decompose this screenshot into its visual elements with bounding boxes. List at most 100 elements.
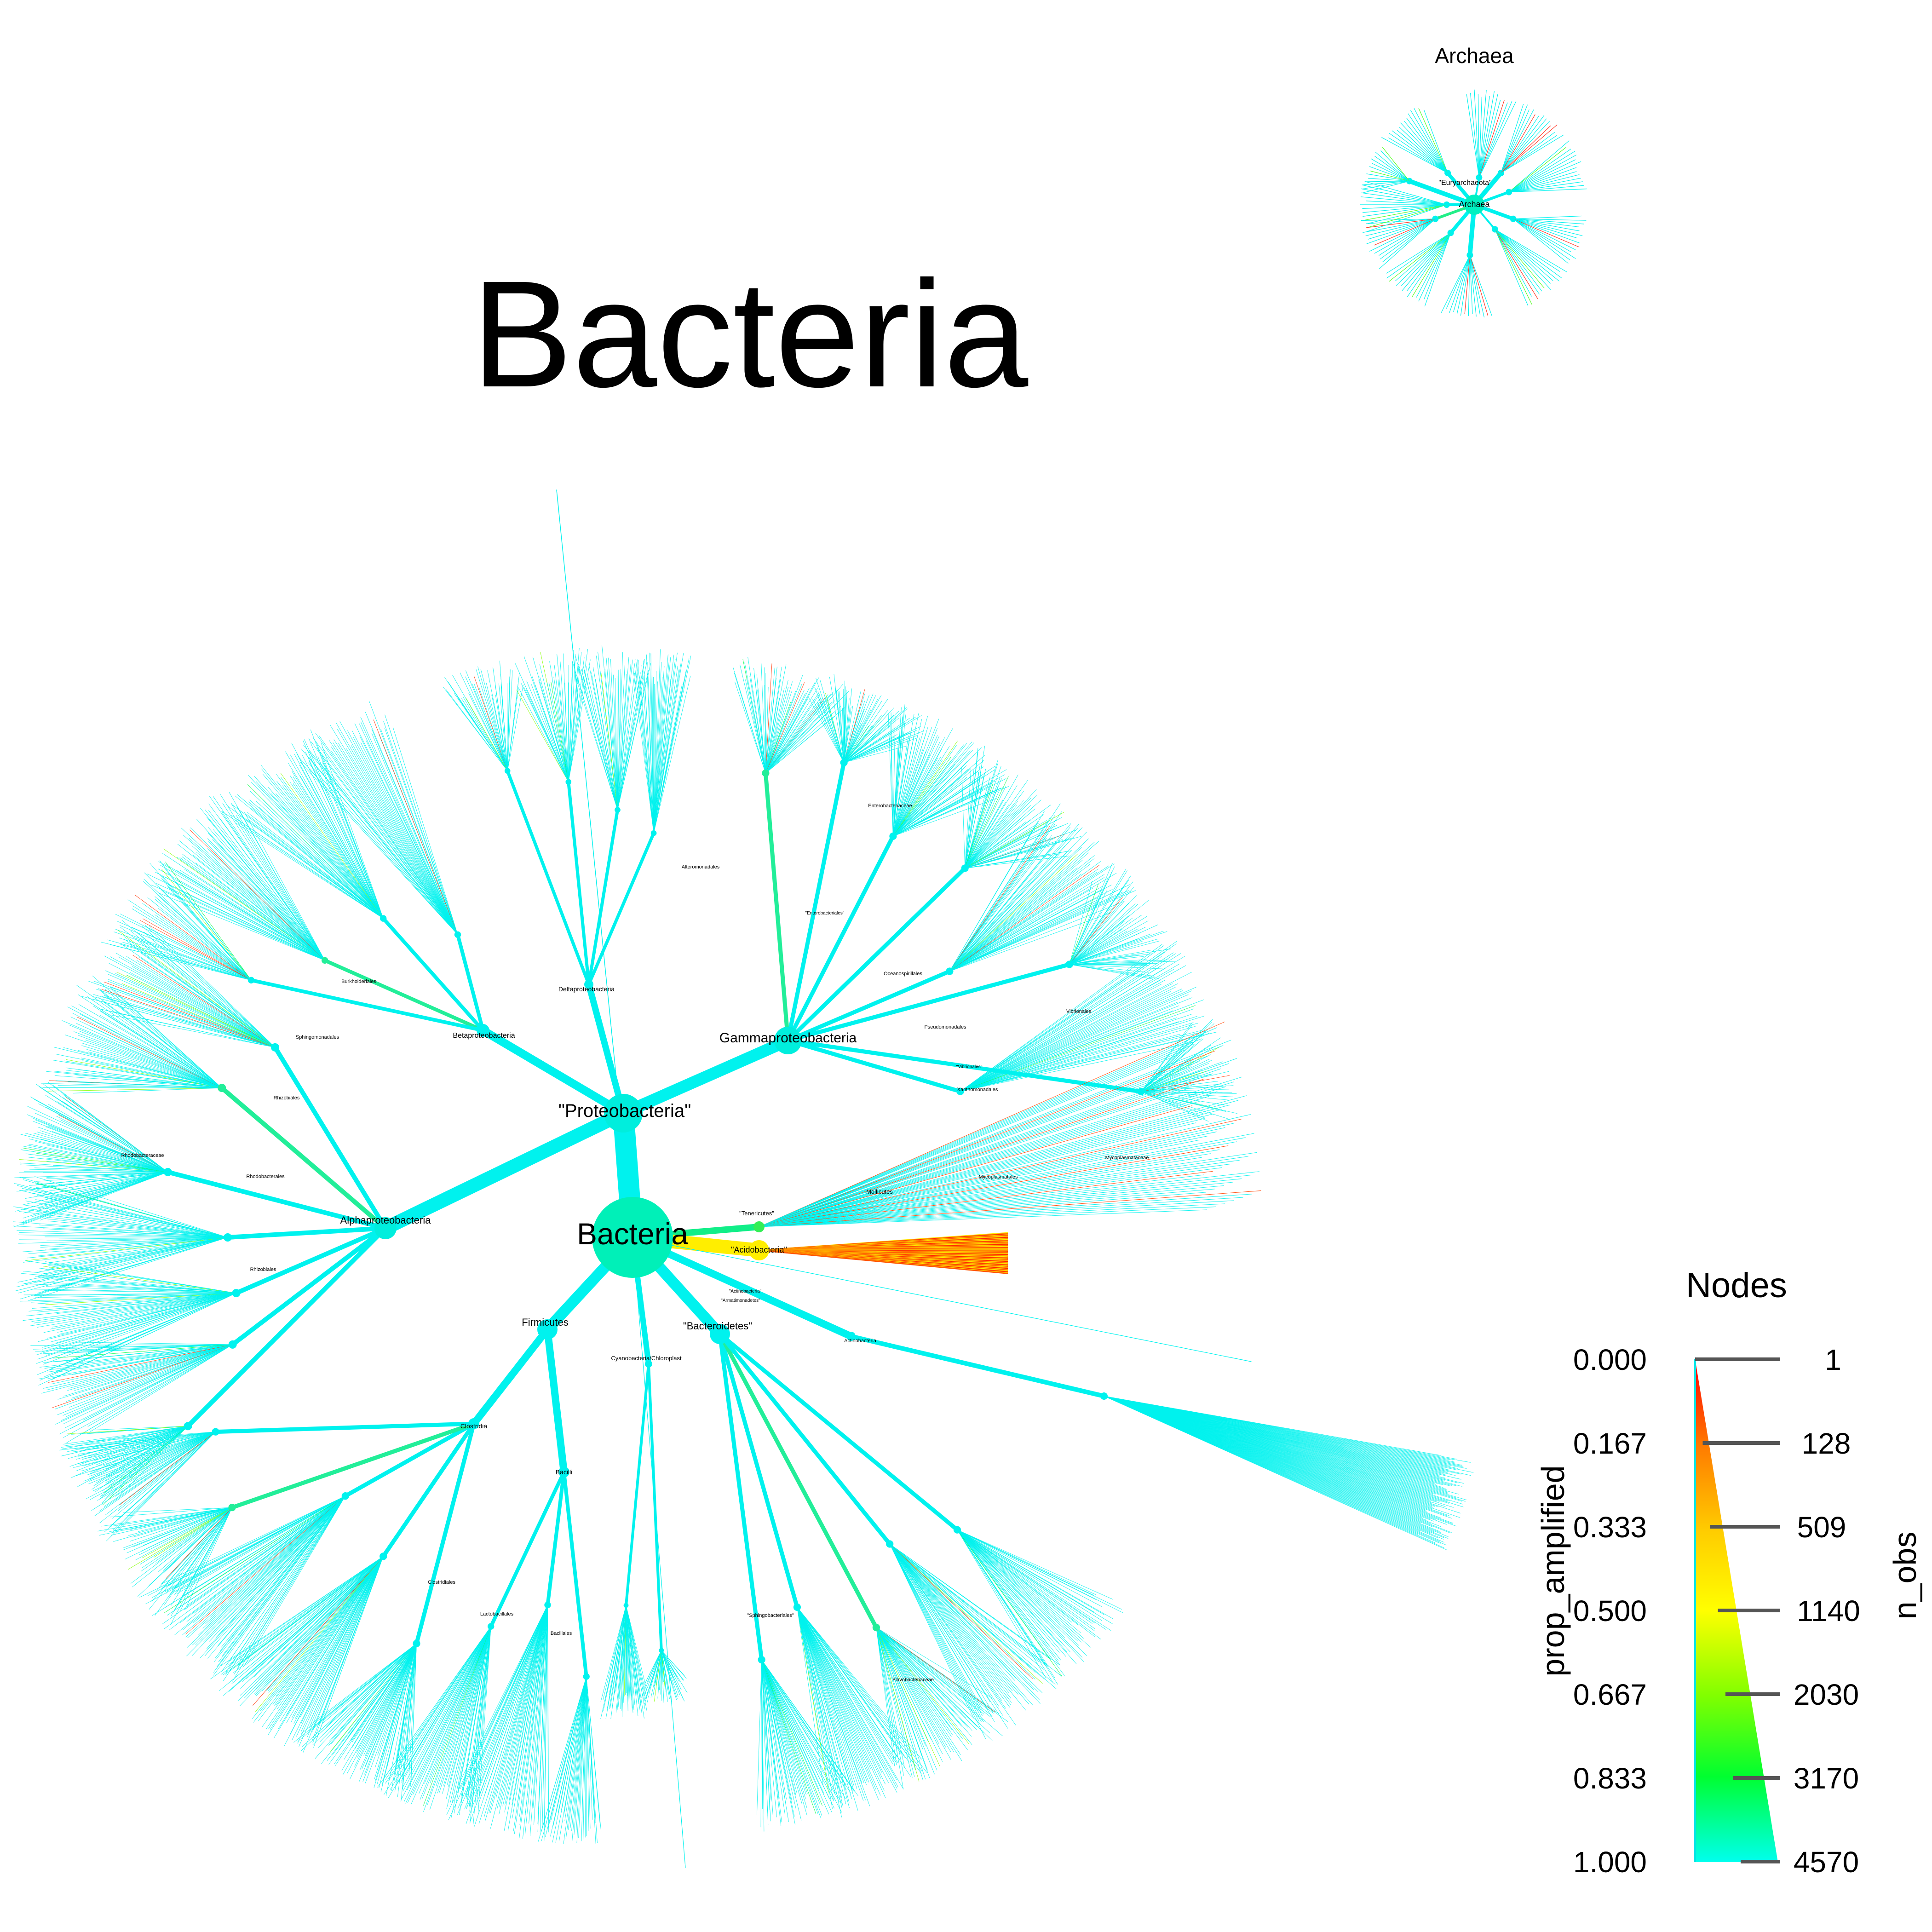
leaf-edge (893, 760, 943, 837)
archaea-root-node (1464, 195, 1484, 215)
leaf-edge (1141, 1091, 1237, 1094)
leaf-edge (949, 852, 1089, 972)
leaf-edge (797, 1607, 869, 1782)
leaf-edge (470, 1604, 548, 1822)
leaf-edge (227, 1495, 346, 1664)
leaf-edge (318, 1556, 384, 1725)
leaf-edge (231, 803, 325, 961)
archaea-edge (1362, 204, 1447, 209)
leaf-edge (183, 835, 325, 961)
leaf-edge (889, 1544, 1003, 1716)
leaf-edge (557, 654, 569, 782)
leaf-edge (761, 1659, 818, 1814)
leaf-edge (949, 847, 1082, 972)
legend-color-ticks: 0.000 0.167 0.333 0.500 0.667 0.833 1.00… (1573, 1343, 1647, 1879)
leaf-edge (759, 1160, 1240, 1227)
branch-edge (165, 1170, 388, 1230)
archaea-edge (1374, 155, 1410, 182)
leaf-edge (312, 1643, 417, 1745)
leaf-edge (797, 1607, 889, 1783)
leaf-edge (949, 834, 1048, 972)
leaf-edge (957, 1530, 1078, 1642)
archaea-edge (1508, 159, 1576, 193)
leaf-edge (765, 707, 845, 774)
leaf-edge (144, 925, 276, 1048)
archaea-edge (1418, 108, 1448, 173)
leaf-edge (893, 737, 914, 837)
leaf-edge (295, 1556, 384, 1719)
leaf-edge (359, 724, 458, 935)
leaf-edge (797, 1607, 881, 1779)
leaf-edge (587, 676, 618, 810)
leaf-edge (876, 1627, 951, 1760)
leaf-edge (761, 1659, 806, 1799)
leaf-edge (844, 715, 922, 763)
leaf-edge (125, 1507, 232, 1560)
leaf-edge (797, 1607, 867, 1785)
leaf-edge (1141, 1063, 1209, 1092)
archaea-edge (1366, 218, 1436, 224)
leaf-edge (112, 1432, 216, 1519)
leaf-edge (292, 771, 384, 919)
leaf-edge (208, 810, 325, 961)
archaea-edge (1495, 229, 1532, 305)
archaea-edge (1361, 218, 1436, 221)
leaf-edge (495, 1604, 548, 1798)
leaf-edge (43, 1278, 236, 1294)
leaf-edge (64, 1426, 188, 1446)
leaf-edge (23, 1172, 168, 1222)
node-acidobacteria (749, 1240, 769, 1260)
leaf-edge (889, 1544, 1043, 1693)
leaf-edge (617, 665, 625, 810)
leaf-edge (92, 975, 222, 1088)
leaf-edge (540, 676, 569, 782)
leaf-edge (138, 1507, 232, 1532)
leaf-edge (759, 1033, 1210, 1227)
leaf-edge (291, 742, 384, 919)
leaf-edge (563, 653, 569, 782)
leaf-edge (320, 1643, 417, 1742)
archaea-edge (1400, 122, 1448, 173)
leaf-edge (341, 1643, 417, 1771)
leaf-edge (142, 903, 252, 981)
leaf-edge (56, 1293, 236, 1373)
leaf-edge (365, 1643, 417, 1757)
leaf-edge (581, 668, 618, 810)
leaf-edge (844, 730, 917, 763)
leaf-edge (759, 1209, 1208, 1227)
leaf-edge (436, 1626, 491, 1787)
leaf-edge (310, 730, 384, 919)
archaea-edge (1508, 178, 1581, 193)
leaf-edge (965, 839, 1046, 868)
leaf-edge (419, 1626, 491, 1794)
leaf-edge (163, 1495, 346, 1614)
leaf-edge (893, 743, 967, 837)
leaf-edge (487, 670, 508, 771)
leaf-edge (132, 955, 276, 1048)
leaf-edge (39, 1225, 228, 1238)
leaf-edge (320, 762, 458, 935)
leaf-edge (123, 1507, 232, 1548)
leaf-edge (81, 1432, 216, 1472)
label-mycoplasmatales: Mycoplasmatales (979, 1174, 1018, 1180)
leaf-edge (128, 1507, 232, 1536)
leaf-edge (759, 1091, 1218, 1227)
leaf-edge (957, 1530, 1060, 1665)
leaf-edge (893, 749, 923, 837)
leaf-edge (132, 966, 276, 1048)
leaf-edge (759, 1171, 1259, 1227)
leaf-edge (309, 757, 458, 935)
leaf-edge (576, 1676, 587, 1843)
branch-edge (587, 831, 656, 986)
leaf-edge (111, 1507, 232, 1527)
leaf-edge (96, 989, 276, 1048)
leaf-edge (144, 879, 252, 981)
leaf-edge (1069, 908, 1111, 965)
leaf-edge (617, 651, 623, 810)
leaf-edge (893, 757, 952, 837)
leaf-edge (889, 1544, 983, 1721)
leaf-edge (889, 1544, 1016, 1726)
branch-node (228, 1504, 236, 1512)
leaf-edge (617, 669, 619, 810)
leaf-edge (186, 1495, 346, 1656)
